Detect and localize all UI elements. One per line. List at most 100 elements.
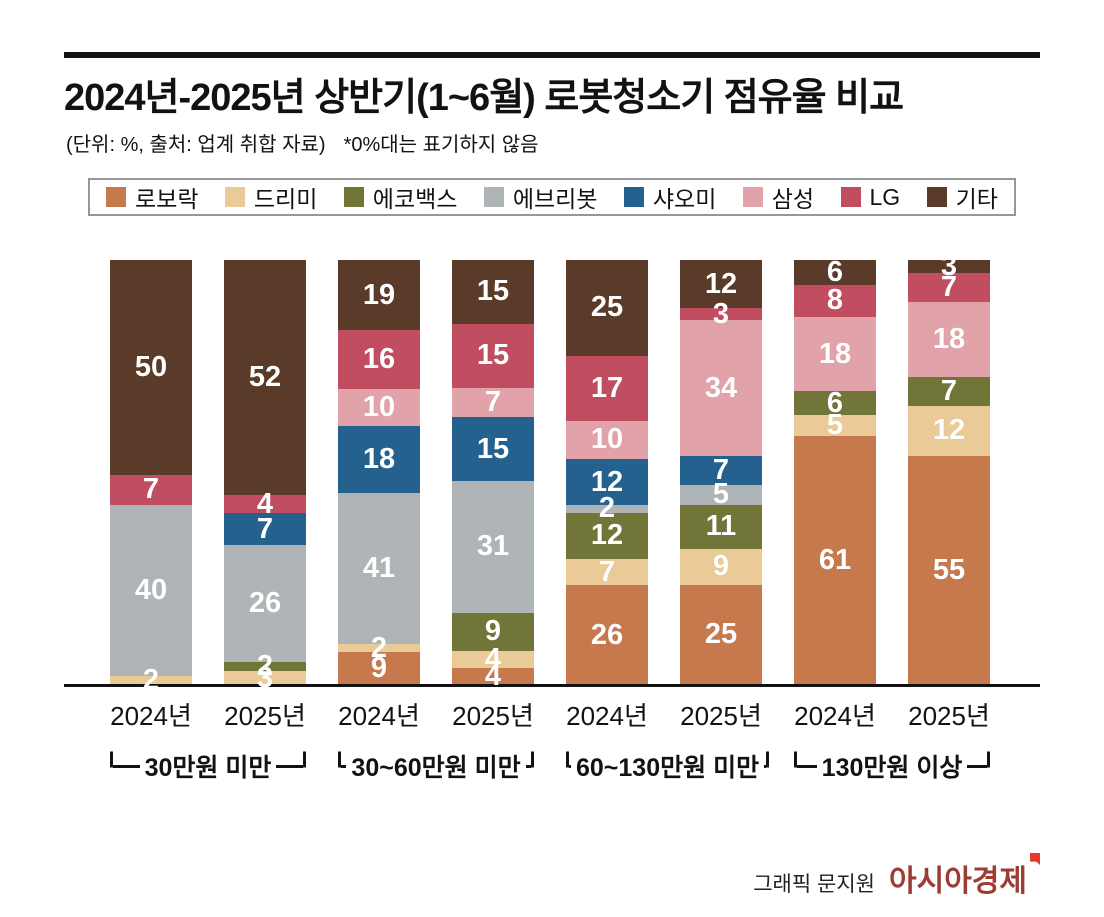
- group-bracket: 60~130만원 미만: [566, 744, 770, 788]
- legend-label: 에브리봇: [512, 186, 598, 212]
- segment-value-label: 5: [826, 409, 844, 442]
- page-title: 2024년-2025년 상반기(1~6월) 로봇청소기 점유율 비교: [64, 77, 904, 119]
- bar-segment: 19: [338, 260, 420, 331]
- segment-value-label: 5: [712, 478, 730, 511]
- bar-segment: 55: [908, 455, 990, 685]
- bar-segment: 10: [566, 420, 648, 460]
- bar-segment: 11: [680, 504, 762, 549]
- segment-value-label: 15: [476, 432, 510, 465]
- zero-percent-note: *0%대는 표기하지 않음: [343, 134, 539, 156]
- bar-segment: 6: [794, 255, 876, 288]
- bar-segment: 4: [452, 645, 534, 674]
- x-axis-label: 2024년: [794, 701, 876, 731]
- bar-segment: 18: [338, 426, 420, 493]
- legend-label: 샤오미: [652, 186, 717, 212]
- group-label: 30~60만원 미만: [351, 754, 521, 782]
- bar-segment: 2: [110, 666, 192, 695]
- segment-value-label: 10: [362, 391, 396, 424]
- segment-value-label: 55: [932, 553, 966, 586]
- segment-value-label: 11: [705, 510, 737, 543]
- x-axis-line: [64, 684, 1040, 687]
- segment-value-label: 3: [256, 661, 274, 694]
- segment-value-label: 4: [256, 487, 274, 520]
- bar-segment: 9: [680, 548, 762, 585]
- group-label: 30만원 미만: [144, 754, 272, 782]
- segment-value-label: 15: [476, 275, 510, 308]
- bracket-tick-right: [303, 751, 307, 768]
- x-axis-label: 2025년: [908, 701, 990, 731]
- bar-segment: 12: [680, 260, 762, 309]
- segment-value-label: 7: [256, 512, 274, 545]
- segment-value-label: 7: [142, 473, 160, 506]
- segment-value-label: 9: [370, 651, 388, 684]
- segment-value-label: 2: [370, 631, 388, 664]
- bar-segment: 31: [452, 481, 534, 613]
- legend-item: 로보락: [106, 180, 198, 214]
- segment-value-label: 52: [248, 361, 282, 394]
- segment-value-label: 3: [712, 297, 730, 330]
- segment-value-label: 15: [476, 339, 510, 372]
- bar-segment: 16: [338, 330, 420, 390]
- stacked-bar: 55 12 7 18 7 3: [908, 251, 990, 685]
- segment-value-label: 9: [484, 615, 502, 648]
- unit-source-note: (단위: %, 출처: 업계 취합 자료): [66, 134, 326, 156]
- bar-segment: 15: [452, 323, 534, 388]
- segment-value-label: 4: [484, 643, 502, 675]
- bar-segment: 4: [452, 662, 534, 691]
- bracket-line: [569, 764, 571, 768]
- segment-value-label: 25: [590, 291, 624, 324]
- segment-value-label: 12: [590, 519, 624, 552]
- bar-segment: 25: [566, 260, 648, 356]
- legend-swatch-icon: [623, 187, 644, 207]
- bar-segment: 26: [566, 585, 648, 685]
- bar-segment: 17: [566, 355, 648, 421]
- x-axis-label: 2025년: [452, 701, 534, 731]
- bar-segment: 3: [680, 299, 762, 328]
- segment-value-label: 6: [826, 386, 844, 419]
- segment-value-label: 19: [362, 278, 396, 311]
- group-bracket: 30만원 미만: [110, 744, 307, 788]
- bar-segment: 6: [794, 386, 876, 419]
- segment-value-label: 50: [134, 350, 168, 383]
- segment-value-label: 7: [940, 270, 958, 303]
- chart-subtitle: (단위: %, 출처: 업계 취합 자료) *0%대는 표기하지 않음: [66, 128, 539, 157]
- bar-segment: 41: [338, 492, 420, 645]
- legend-label: 삼성: [771, 186, 815, 212]
- bar-segment: 10: [338, 389, 420, 427]
- segment-value-label: 41: [362, 552, 396, 585]
- bar-segment: 12: [908, 405, 990, 456]
- legend-item: LG: [840, 183, 901, 211]
- x-axis-label: 2025년: [680, 701, 762, 731]
- legend: 로보락 드리미 에코백스 에브리봇 샤오미 삼성 LG 기타: [88, 178, 1016, 216]
- segment-value-label: 40: [134, 574, 168, 607]
- segment-value-label: 6: [826, 255, 844, 288]
- segment-value-label: 18: [932, 322, 966, 355]
- segment-value-label: 12: [590, 465, 624, 498]
- legend-label: LG: [869, 183, 901, 210]
- stacked-bar: 3 2 26 7 4 52: [224, 260, 306, 692]
- bar-segment: 7: [452, 387, 534, 418]
- publisher-logo: 아시아경제: [889, 853, 1040, 900]
- bar-segment: 18: [794, 317, 876, 391]
- legend-swatch-icon: [840, 187, 861, 207]
- segment-value-label: 61: [818, 543, 852, 576]
- bar-segment: 12: [566, 512, 648, 559]
- publisher-text: 아시아경제: [889, 865, 1027, 898]
- bar-segment: 25: [680, 584, 762, 685]
- segment-value-label: 18: [362, 443, 396, 476]
- group-label: 60~130만원 미만: [576, 754, 760, 782]
- stacked-bar: 25 9 11 5 7 34 3 12: [680, 260, 762, 685]
- segment-value-label: 3: [940, 249, 958, 282]
- bar-segment: 7: [908, 270, 990, 303]
- bracket-tick-left: [110, 751, 113, 768]
- legend-item: 샤오미: [623, 180, 717, 214]
- bracket-line: [967, 764, 988, 768]
- segment-value-label: 17: [590, 371, 624, 404]
- legend-swatch-icon: [224, 187, 245, 207]
- legend-swatch-icon: [926, 187, 947, 207]
- x-axis-label: 2024년: [110, 701, 192, 731]
- segment-value-label: 8: [826, 284, 844, 317]
- bar-segment: 7: [908, 376, 990, 406]
- bar-segment: 8: [794, 284, 876, 318]
